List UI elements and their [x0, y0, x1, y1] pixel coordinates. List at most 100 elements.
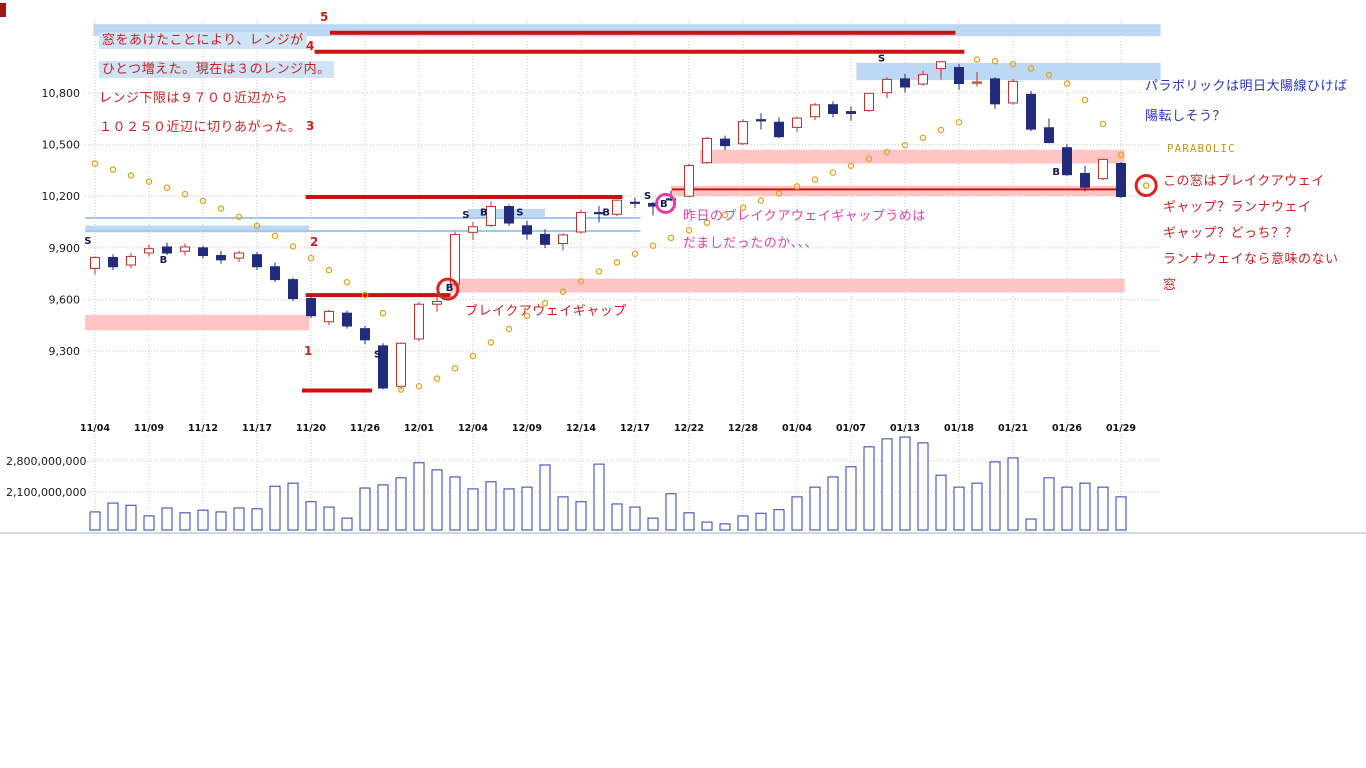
volume-bar — [1115, 496, 1127, 531]
x-axis-label: 12/01 — [404, 423, 434, 434]
y-axis-label: 9,900 — [49, 242, 81, 255]
parabolic-dot — [631, 250, 639, 258]
volume-axis-label: 2,800,000,000 — [6, 455, 86, 468]
gap-question-line-4: ランナウェイなら意味のない — [1163, 252, 1339, 267]
parabolic-dot — [253, 222, 261, 230]
volume-bar — [413, 462, 425, 531]
x-axis-label: 11/26 — [350, 423, 380, 434]
x-axis-label: 12/14 — [566, 423, 596, 434]
parabolic-dot — [487, 339, 495, 346]
parabolic-dot — [1009, 60, 1017, 68]
parabolic-indicator-label: PARABOLIC — [1167, 142, 1236, 155]
range-number-1: 1 — [304, 344, 313, 358]
x-axis-label: 01/13 — [890, 423, 920, 434]
parabolic-dot — [1063, 80, 1071, 87]
range-number-5: 5 — [320, 10, 329, 24]
gap-question-line-5: 窓 — [1163, 278, 1177, 293]
gap-fill-line-2: だましだったのか、、、 — [683, 236, 818, 251]
candle-body — [576, 212, 586, 233]
gap-question-line-3: ギャップ？どっち？？ — [1163, 226, 1299, 241]
volume-bar — [323, 506, 335, 531]
range-note-line-2: ひとつ増えた。現在は３のレンジ内。 — [99, 61, 334, 78]
candle-body — [198, 247, 208, 257]
candle-body — [630, 201, 640, 204]
y-axis-label: 10,800 — [42, 87, 81, 100]
signal-marker-S: S — [644, 191, 651, 202]
parabolic-dot — [1081, 96, 1089, 104]
parabolic-dot — [523, 312, 531, 319]
parabolic-dot — [595, 268, 603, 275]
x-axis-label: 12/09 — [512, 423, 542, 434]
pink-window-band — [671, 185, 1121, 197]
volume-bar — [1043, 477, 1055, 531]
blue-window-band — [85, 225, 310, 233]
parabolic-dot — [829, 169, 837, 176]
gap-fill-note: 昨日のブレイクアウェイギャップうめは だましだったのか、、、 — [683, 208, 926, 262]
candle-body — [792, 117, 802, 128]
volume-bar — [971, 482, 983, 531]
volume-bar — [647, 517, 659, 531]
volume-bar — [935, 474, 947, 531]
candle-body — [1098, 158, 1108, 180]
candle-body — [612, 199, 622, 215]
volume-bar — [269, 485, 281, 531]
candle-body — [378, 345, 388, 389]
volume-bar — [899, 436, 911, 531]
candle-body — [540, 233, 550, 245]
candle-body — [288, 279, 298, 300]
volume-bar — [161, 507, 173, 531]
parabolic-note-line-1: パラボリックは明日大陽線ひけば — [1145, 79, 1348, 94]
x-axis-label: 01/04 — [782, 423, 812, 434]
parabolic-dot — [325, 266, 333, 274]
volume-bar — [359, 487, 371, 531]
range-number-2: 2 — [310, 235, 319, 249]
parabolic-dot — [91, 160, 99, 167]
candle-body — [1062, 147, 1072, 176]
x-axis-label: 12/17 — [620, 423, 650, 434]
candle-body — [1026, 93, 1036, 130]
volume-bar — [305, 501, 317, 531]
candle-body — [738, 121, 748, 145]
parabolic-dot — [559, 288, 567, 295]
pink-window-band — [85, 314, 310, 331]
parabolic-dot — [343, 278, 351, 286]
signal-marker-S: S — [374, 349, 381, 360]
parabolic-dot — [847, 162, 855, 170]
parabolic-dot — [757, 197, 765, 204]
parabolic-dot — [199, 197, 207, 205]
signal-marker-B: B — [602, 208, 610, 219]
parabolic-note-line-2: 陽転しそう？ — [1145, 109, 1227, 124]
volume-bar — [341, 517, 353, 531]
x-axis-label: 12/28 — [728, 423, 758, 434]
gap-question-line-1: この窓はブレイクアウェイ — [1163, 174, 1325, 189]
range-note: 窓をあけたことにより、レンジが ひとつ増えた。現在は３のレンジ内。 レンジ下限は… — [99, 32, 334, 148]
parabolic-dot — [811, 176, 819, 183]
candle-body — [432, 300, 442, 305]
volume-bar — [701, 521, 713, 531]
volume-bar — [719, 523, 731, 531]
volume-bar — [791, 496, 803, 531]
volume-bar — [395, 477, 407, 531]
pink-window-band — [449, 278, 1125, 293]
candle-body — [810, 104, 820, 118]
volume-bar — [593, 463, 605, 531]
parabolic-dot — [1117, 151, 1125, 159]
parabolic-dot — [793, 183, 801, 190]
volume-bar — [521, 486, 533, 531]
parabolic-dot — [919, 134, 927, 141]
candle-body — [306, 298, 316, 317]
candle-body — [504, 206, 514, 224]
volume-bar — [179, 512, 191, 531]
volume-bar — [377, 484, 389, 531]
x-axis-label: 11/20 — [296, 423, 326, 434]
parabolic-dot — [163, 184, 171, 191]
volume-bar — [251, 508, 263, 531]
parabolic-dot — [289, 243, 297, 250]
candle-body — [90, 256, 100, 269]
volume-bar — [1061, 486, 1073, 531]
x-axis-label: 01/07 — [836, 423, 866, 434]
volume-bar — [485, 481, 497, 531]
parabolic-dot — [235, 213, 243, 221]
range-note-line-3: レンジ下限は９７００近辺から — [99, 91, 289, 106]
